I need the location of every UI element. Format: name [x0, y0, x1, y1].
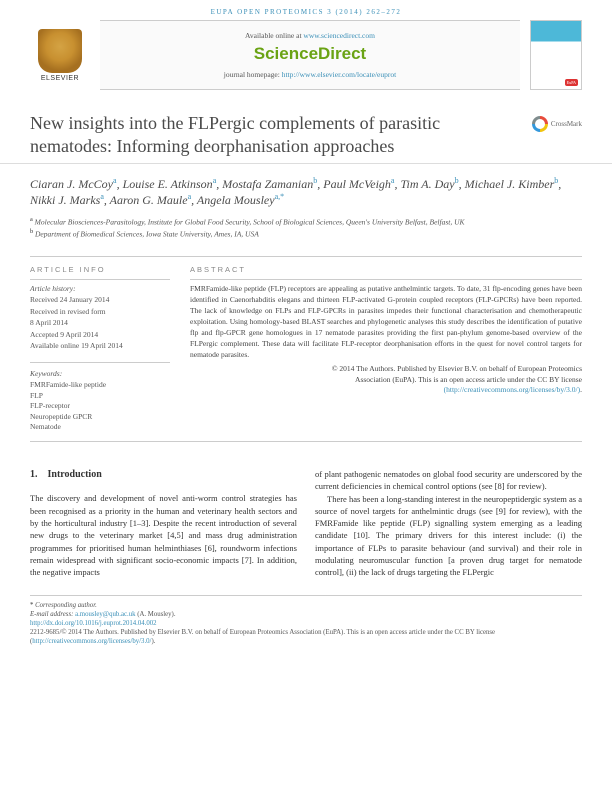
keywords-list: FMRFamide-like peptideFLPFLP-receptorNeu… — [30, 380, 170, 433]
article-info: ARTICLE INFO Article history: Received 2… — [30, 265, 170, 433]
info-abstract-row: ARTICLE INFO Article history: Received 2… — [0, 265, 612, 433]
footnote-license-link[interactable]: http://creativecommons.org/licenses/by/3… — [32, 638, 151, 645]
masthead: ELSEVIER Available online at www.science… — [0, 20, 612, 90]
abstract-copyright: © 2014 The Authors. Published by Elsevie… — [190, 364, 582, 396]
license-link[interactable]: (http://creativecommons.org/licenses/by/… — [444, 385, 581, 394]
email-line: E-mail address: a.mousley@qub.ac.uk (A. … — [30, 610, 582, 619]
article-info-heading: ARTICLE INFO — [30, 265, 170, 280]
intro-p1: The discovery and development of novel a… — [30, 492, 297, 578]
body-columns: 1. Introduction The discovery and develo… — [0, 450, 612, 589]
elsevier-logo: ELSEVIER — [30, 20, 90, 90]
column-right: of plant pathogenic nematodes on global … — [315, 468, 582, 579]
journal-homepage: journal homepage: http://www.elsevier.co… — [224, 70, 396, 79]
crossmark-icon — [532, 116, 548, 132]
sciencedirect-link[interactable]: www.sciencedirect.com — [303, 31, 375, 40]
author: Tim A. Dayb — [400, 177, 458, 191]
date-received: Received 24 January 2014 — [30, 295, 170, 306]
author: Ciaran J. McCoya — [30, 177, 117, 191]
title-block: New insights into the FLPergic complemen… — [0, 102, 612, 164]
history-dates: Received 24 January 2014 Received in rev… — [30, 295, 170, 352]
keyword: FMRFamide-like peptide — [30, 380, 170, 391]
date-revised: 8 April 2014 — [30, 318, 170, 329]
abstract: ABSTRACT FMRFamide-like peptide (FLP) re… — [190, 265, 582, 433]
masthead-center: Available online at www.sciencedirect.co… — [100, 20, 520, 90]
available-label: Available online at — [245, 31, 303, 40]
date-accepted: Accepted 9 April 2014 — [30, 330, 170, 341]
doi-line: http://dx.doi.org/10.1016/j.euprot.2014.… — [30, 619, 582, 628]
author: Louise E. Atkinsona — [123, 177, 217, 191]
author: Aaron G. Maulea — [110, 193, 191, 207]
copyright-2: Association (EuPA). This is an open acce… — [355, 375, 582, 384]
copyright-1: © 2014 The Authors. Published by Elsevie… — [332, 364, 582, 373]
affiliations: a Molecular Biosciences-Parasitology, In… — [30, 216, 582, 240]
sciencedirect-brand: ScienceDirect — [254, 44, 366, 64]
date-online: Available online 19 April 2014 — [30, 341, 170, 352]
affiliation-b: b Department of Biomedical Sciences, Iow… — [30, 228, 582, 240]
article-title: New insights into the FLPergic complemen… — [30, 112, 490, 157]
abstract-heading: ABSTRACT — [190, 265, 582, 280]
publisher-name: ELSEVIER — [41, 75, 79, 82]
abstract-text: FMRFamide-like peptide (FLP) receptors a… — [190, 284, 582, 360]
keyword: FLP — [30, 391, 170, 402]
email-link[interactable]: a.mousley@qub.ac.uk — [75, 611, 135, 618]
intro-p2: of plant pathogenic nematodes on global … — [315, 468, 582, 493]
issn-line: 2212-9685/© 2014 The Authors. Published … — [30, 628, 582, 646]
keyword: FLP-receptor — [30, 401, 170, 412]
homepage-link[interactable]: http://www.elsevier.com/locate/euprot — [282, 70, 396, 79]
date-revised-label: Received in revised form — [30, 307, 170, 318]
column-left: 1. Introduction The discovery and develo… — [30, 468, 297, 579]
running-head: EUPA OPEN PROTEOMICS 3 (2014) 262–272 — [0, 0, 612, 20]
authors-block: Ciaran J. McCoya, Louise E. Atkinsona, M… — [0, 164, 612, 248]
keyword: Neuropeptide GPCR — [30, 412, 170, 423]
crossmark-badge[interactable]: CrossMark — [532, 116, 582, 132]
history-label: Article history: — [30, 284, 170, 295]
keyword: Nematode — [30, 422, 170, 433]
homepage-label: journal homepage: — [224, 70, 282, 79]
divider-2 — [30, 441, 582, 442]
crossmark-label: CrossMark — [551, 120, 582, 128]
journal-cover-thumb — [530, 20, 582, 90]
doi-link[interactable]: http://dx.doi.org/10.1016/j.euprot.2014.… — [30, 620, 157, 627]
footnotes: * Corresponding author. E-mail address: … — [30, 595, 582, 647]
author: Paul McVeigha — [323, 177, 394, 191]
section-num: 1. — [30, 469, 38, 480]
author: Michael J. Kimberb — [465, 177, 559, 191]
available-online: Available online at www.sciencedirect.co… — [245, 31, 375, 40]
author: Mostafa Zamanianb — [222, 177, 317, 191]
author: Nikki J. Marksa — [30, 193, 104, 207]
section-heading: 1. Introduction — [30, 468, 297, 483]
elsevier-tree-icon — [38, 29, 82, 73]
keywords-label: Keywords: — [30, 369, 170, 380]
author: Angela Mousleya,* — [197, 193, 284, 207]
divider — [30, 256, 582, 257]
corresponding-author: * Corresponding author. — [30, 601, 582, 610]
info-divider — [30, 362, 170, 363]
section-title: Introduction — [48, 469, 102, 480]
affiliation-a: a Molecular Biosciences-Parasitology, In… — [30, 216, 582, 228]
intro-p3: There has been a long-standing interest … — [315, 493, 582, 579]
authors-list: Ciaran J. McCoya, Louise E. Atkinsona, M… — [30, 176, 582, 208]
